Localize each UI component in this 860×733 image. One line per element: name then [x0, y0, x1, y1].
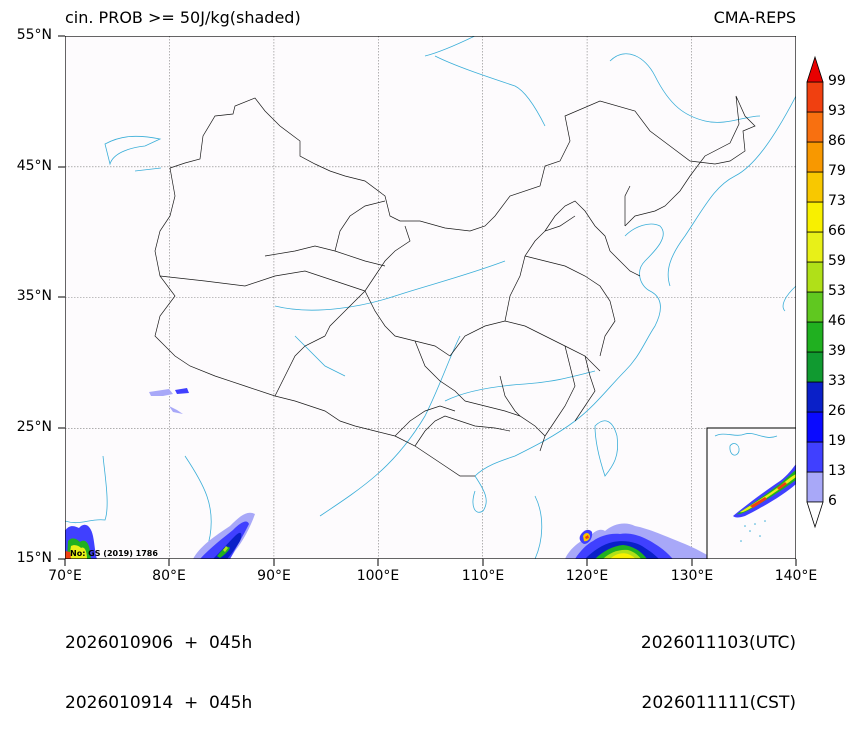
colorbar	[806, 55, 824, 529]
colorbar-tick-label: 93	[828, 103, 846, 119]
colorbar-segment	[806, 471, 824, 503]
colorbar-tick-label: 59	[828, 253, 846, 269]
colorbar-segment	[806, 291, 824, 323]
y-tick-45n: 45°N	[16, 158, 52, 174]
x-tick-130e: 130°E	[670, 568, 714, 584]
colorbar-tick-label: 79	[828, 163, 846, 179]
graticule	[65, 36, 796, 559]
colorbar-segment	[806, 111, 824, 143]
colorbar-segment	[806, 81, 824, 113]
colorbar-segment	[806, 321, 824, 353]
colorbar-tick-label: 99	[828, 73, 846, 89]
colorbar-tick-label: 86	[828, 133, 846, 149]
map-plot-area: No: GS (2019) 1786	[65, 36, 796, 559]
boundaries	[154, 95, 756, 477]
south-china-sea-inset	[706, 427, 796, 559]
x-tick-110e: 110°E	[461, 568, 505, 584]
colorbar-over-arrow	[806, 55, 824, 83]
colorbar-tick-label: 53	[828, 283, 846, 299]
colorbar-segment	[806, 351, 824, 383]
colorbar-segment	[806, 411, 824, 443]
init-time-block: 2026010906 + 045h 2026010914 + 045h	[65, 593, 252, 733]
colorbar-tick-label: 26	[828, 403, 846, 419]
colorbar-tick-label: 6	[828, 493, 837, 509]
x-tick-90e: 90°E	[257, 568, 291, 584]
valid-time-cst: 2026011111(CST)	[641, 693, 796, 713]
valid-time-utc: 2026011103(UTC)	[640, 633, 796, 653]
x-tick-100e: 100°E	[356, 568, 400, 584]
colorbar-tick-label: 66	[828, 223, 846, 239]
y-tick-35n: 35°N	[16, 288, 52, 304]
colorbar-tick-label: 73	[828, 193, 846, 209]
x-tick-70e: 70°E	[48, 568, 82, 584]
init-time-cst: 2026010914 + 045h	[65, 693, 253, 713]
shaded-probability	[65, 388, 715, 559]
colorbar-tick-label: 39	[828, 343, 846, 359]
colorbar-tick-label: 33	[828, 373, 846, 389]
colorbar-segment	[806, 201, 824, 233]
colorbar-segment	[806, 231, 824, 263]
colorbar-tick-label: 13	[828, 463, 846, 479]
model-name: CMA-REPS	[713, 8, 796, 27]
y-tick-25n: 25°N	[16, 419, 52, 435]
map-approval-watermark: No: GS (2019) 1786	[70, 549, 158, 558]
colorbar-segment	[806, 261, 824, 293]
y-tick-55n: 55°N	[16, 27, 52, 43]
valid-time-block: 2026011103(UTC) 2026011111(CST)	[641, 593, 796, 733]
colorbar-segment	[806, 441, 824, 473]
colorbar-segment	[806, 141, 824, 173]
colorbar-tick-label: 19	[828, 433, 846, 449]
colorbar-under-arrow	[806, 501, 824, 529]
colorbar-segment	[806, 171, 824, 203]
y-tick-15n: 15°N	[16, 550, 52, 566]
colorbar-tick-label: 46	[828, 313, 846, 329]
x-tick-140e: 140°E	[774, 568, 818, 584]
chart-title: cin. PROB >= 50J/kg(shaded)	[65, 8, 301, 27]
init-time-utc: 2026010906 + 045h	[65, 633, 253, 653]
x-tick-120e: 120°E	[565, 568, 609, 584]
colorbar-segment	[806, 381, 824, 413]
x-tick-80e: 80°E	[152, 568, 186, 584]
